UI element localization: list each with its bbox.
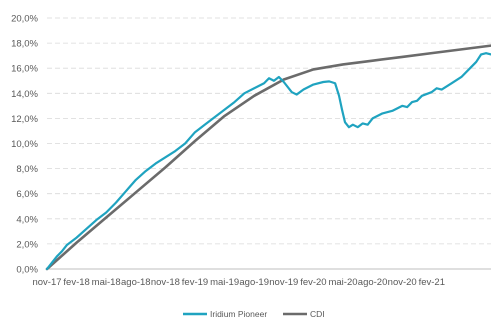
x-tick-label: nov-18 [151, 277, 180, 288]
x-axis-ticks: nov-17 fev-18 mai-18 ago-18 nov-18 fev-19 mai-… [32, 277, 445, 288]
x-tick-label: fev-19 [182, 277, 208, 288]
x-tick-label: nov-17 [32, 277, 61, 288]
x-tick-label: ago-20 [358, 277, 388, 288]
y-tick-label: 16,0% [11, 64, 38, 75]
grid-lines [47, 17, 491, 245]
x-tick-label: ago-18 [121, 277, 151, 288]
x-tick-label: mai-20 [328, 277, 357, 288]
legend: Iridium Pioneer CDI [183, 309, 325, 319]
series-line-cdi [45, 44, 491, 271]
legend-label: Iridium Pioneer [210, 309, 267, 319]
x-tick-label: ago-19 [239, 277, 269, 288]
y-tick-label: 14,0% [11, 89, 38, 100]
y-tick-label: 2,0% [16, 239, 38, 250]
x-tick-label: nov-19 [269, 277, 298, 288]
y-tick-label: 0,0% [16, 265, 38, 276]
series-lines [45, 44, 491, 271]
y-tick-label: 6,0% [16, 189, 38, 200]
y-tick-label: 8,0% [16, 164, 38, 175]
y-tick-label: 12,0% [11, 114, 38, 125]
series-line-iridium-pioneer [45, 52, 491, 271]
y-tick-label: 10,0% [11, 139, 38, 150]
y-tick-label: 20,0% [11, 14, 38, 25]
y-axis-ticks: 0,0% 2,0% 4,0% 6,0% 8,0% 10,0% 12,0% 14,0% 16,0%… [11, 14, 38, 276]
x-tick-label: fev-18 [63, 277, 89, 288]
x-tick-label: fev-21 [419, 277, 445, 288]
x-tick-label: mai-18 [92, 277, 121, 288]
y-tick-label: 18,0% [11, 39, 38, 50]
x-tick-label: nov-20 [388, 277, 417, 288]
y-tick-label: 4,0% [16, 214, 38, 225]
legend-label: CDI [310, 309, 325, 319]
x-tick-label: fev-20 [300, 277, 326, 288]
x-tick-label: mai-19 [210, 277, 239, 288]
